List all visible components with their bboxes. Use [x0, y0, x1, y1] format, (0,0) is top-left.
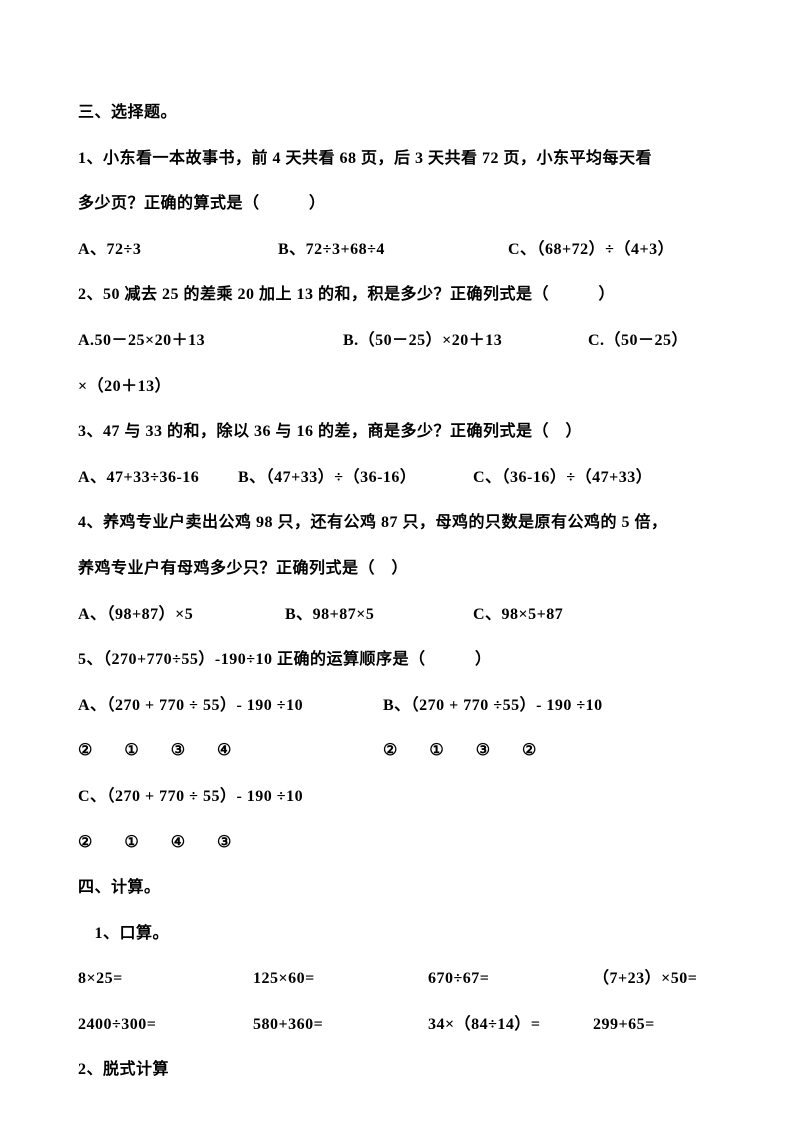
calc-r2-b: 580+360= — [253, 1002, 428, 1048]
q4-text2: 养鸡专业户有母鸡多少只？正确列式是（ ） — [78, 546, 722, 592]
q4-options: A、（98+87）×5 B、98+87×5 C、98×5+87 — [78, 592, 722, 638]
calc-r1-b: 125×60= — [253, 956, 428, 1002]
q3-text: 3、47 与 33 的和，除以 36 与 16 的差，商是多少？正确列式是（ ） — [78, 409, 722, 455]
q5-seq-ab: ② ① ③ ④ ② ① ③ ② — [78, 728, 722, 774]
q2-c2: ×（20＋13） — [78, 364, 722, 410]
worksheet: 三、选择题。 1、小东看一本故事书，前 4 天共看 68 页，后 3 天共看 7… — [78, 90, 722, 1093]
calc-row2: 2400÷300= 580+360= 34×（84÷14）= 299+65= — [78, 1002, 722, 1048]
q5-opt-c: C、（270 + 770 ÷ 55）- 190 ÷10 — [78, 774, 722, 820]
section3-title: 三、选择题。 — [78, 90, 722, 136]
q4-text: 4、养鸡专业户卖出公鸡 98 只，还有公鸡 87 只，母鸡的只数是原有公鸡的 5… — [78, 500, 722, 546]
calc-r1-a: 8×25= — [78, 956, 253, 1002]
calc-r2-d: 299+65= — [593, 1002, 655, 1048]
q2-options: A.50－25×20＋13 B.（50－25）×20＋13 C.（50－25） — [78, 318, 722, 364]
calc-r2-c: 34×（84÷14）= — [428, 1002, 593, 1048]
calc-row1: 8×25= 125×60= 670÷67= （7+23）×50= — [78, 956, 722, 1002]
section4-sub1: 1、口算。 — [78, 911, 722, 957]
q3-opt-c: C、（36-16）÷（47+33） — [473, 455, 652, 501]
q5-opt-b: B、（270 + 770 ÷55）- 190 ÷10 — [383, 683, 603, 729]
q4-opt-c: C、98×5+87 — [473, 592, 563, 638]
calc-r2-a: 2400÷300= — [78, 1002, 253, 1048]
q3-opt-b: B、（47+33）÷（36-16） — [238, 455, 473, 501]
q2-text: 2、50 减去 25 的差乘 20 加上 13 的和，积是多少？正确列式是（ ） — [78, 272, 722, 318]
q1-options: A、72÷3 B、72÷3+68÷4 C、（68+72）÷（4+3） — [78, 227, 722, 273]
q5-text: 5、（270+770÷55）-190÷10 正确的运算顺序是（ ） — [78, 637, 722, 683]
q1-text2: 多少页？正确的算式是（ ） — [78, 181, 722, 227]
q5-seq-c: ② ① ④ ③ — [78, 820, 722, 866]
q2-opt-b: B.（50－25）×20＋13 — [343, 318, 588, 364]
q5-seq-b: ② ① ③ ② — [383, 728, 536, 774]
q3-options: A、47+33÷36-16 B、（47+33）÷（36-16） C、（36-16… — [78, 455, 722, 501]
q1-text: 1、小东看一本故事书，前 4 天共看 68 页，后 3 天共看 72 页，小东平… — [78, 136, 722, 182]
calc-r1-d: （7+23）×50= — [593, 956, 697, 1002]
q5-seq-a: ② ① ③ ④ — [78, 728, 383, 774]
q4-opt-a: A、（98+87）×5 — [78, 592, 285, 638]
section4-title: 四、计算。 — [78, 865, 722, 911]
q4-opt-b: B、98+87×5 — [285, 592, 473, 638]
q5-options-ab: A、（270 + 770 ÷ 55）- 190 ÷10 B、（270 + 770… — [78, 683, 722, 729]
q5-opt-a: A、（270 + 770 ÷ 55）- 190 ÷10 — [78, 683, 383, 729]
q2-opt-c: C.（50－25） — [588, 318, 688, 364]
q1-opt-a: A、72÷3 — [78, 227, 278, 273]
section4-sub2: 2、脱式计算 — [78, 1047, 722, 1093]
q3-opt-a: A、47+33÷36-16 — [78, 455, 238, 501]
q1-opt-b: B、72÷3+68÷4 — [278, 227, 508, 273]
calc-r1-c: 670÷67= — [428, 956, 593, 1002]
q1-opt-c: C、（68+72）÷（4+3） — [508, 227, 674, 273]
q2-opt-a: A.50－25×20＋13 — [78, 318, 343, 364]
